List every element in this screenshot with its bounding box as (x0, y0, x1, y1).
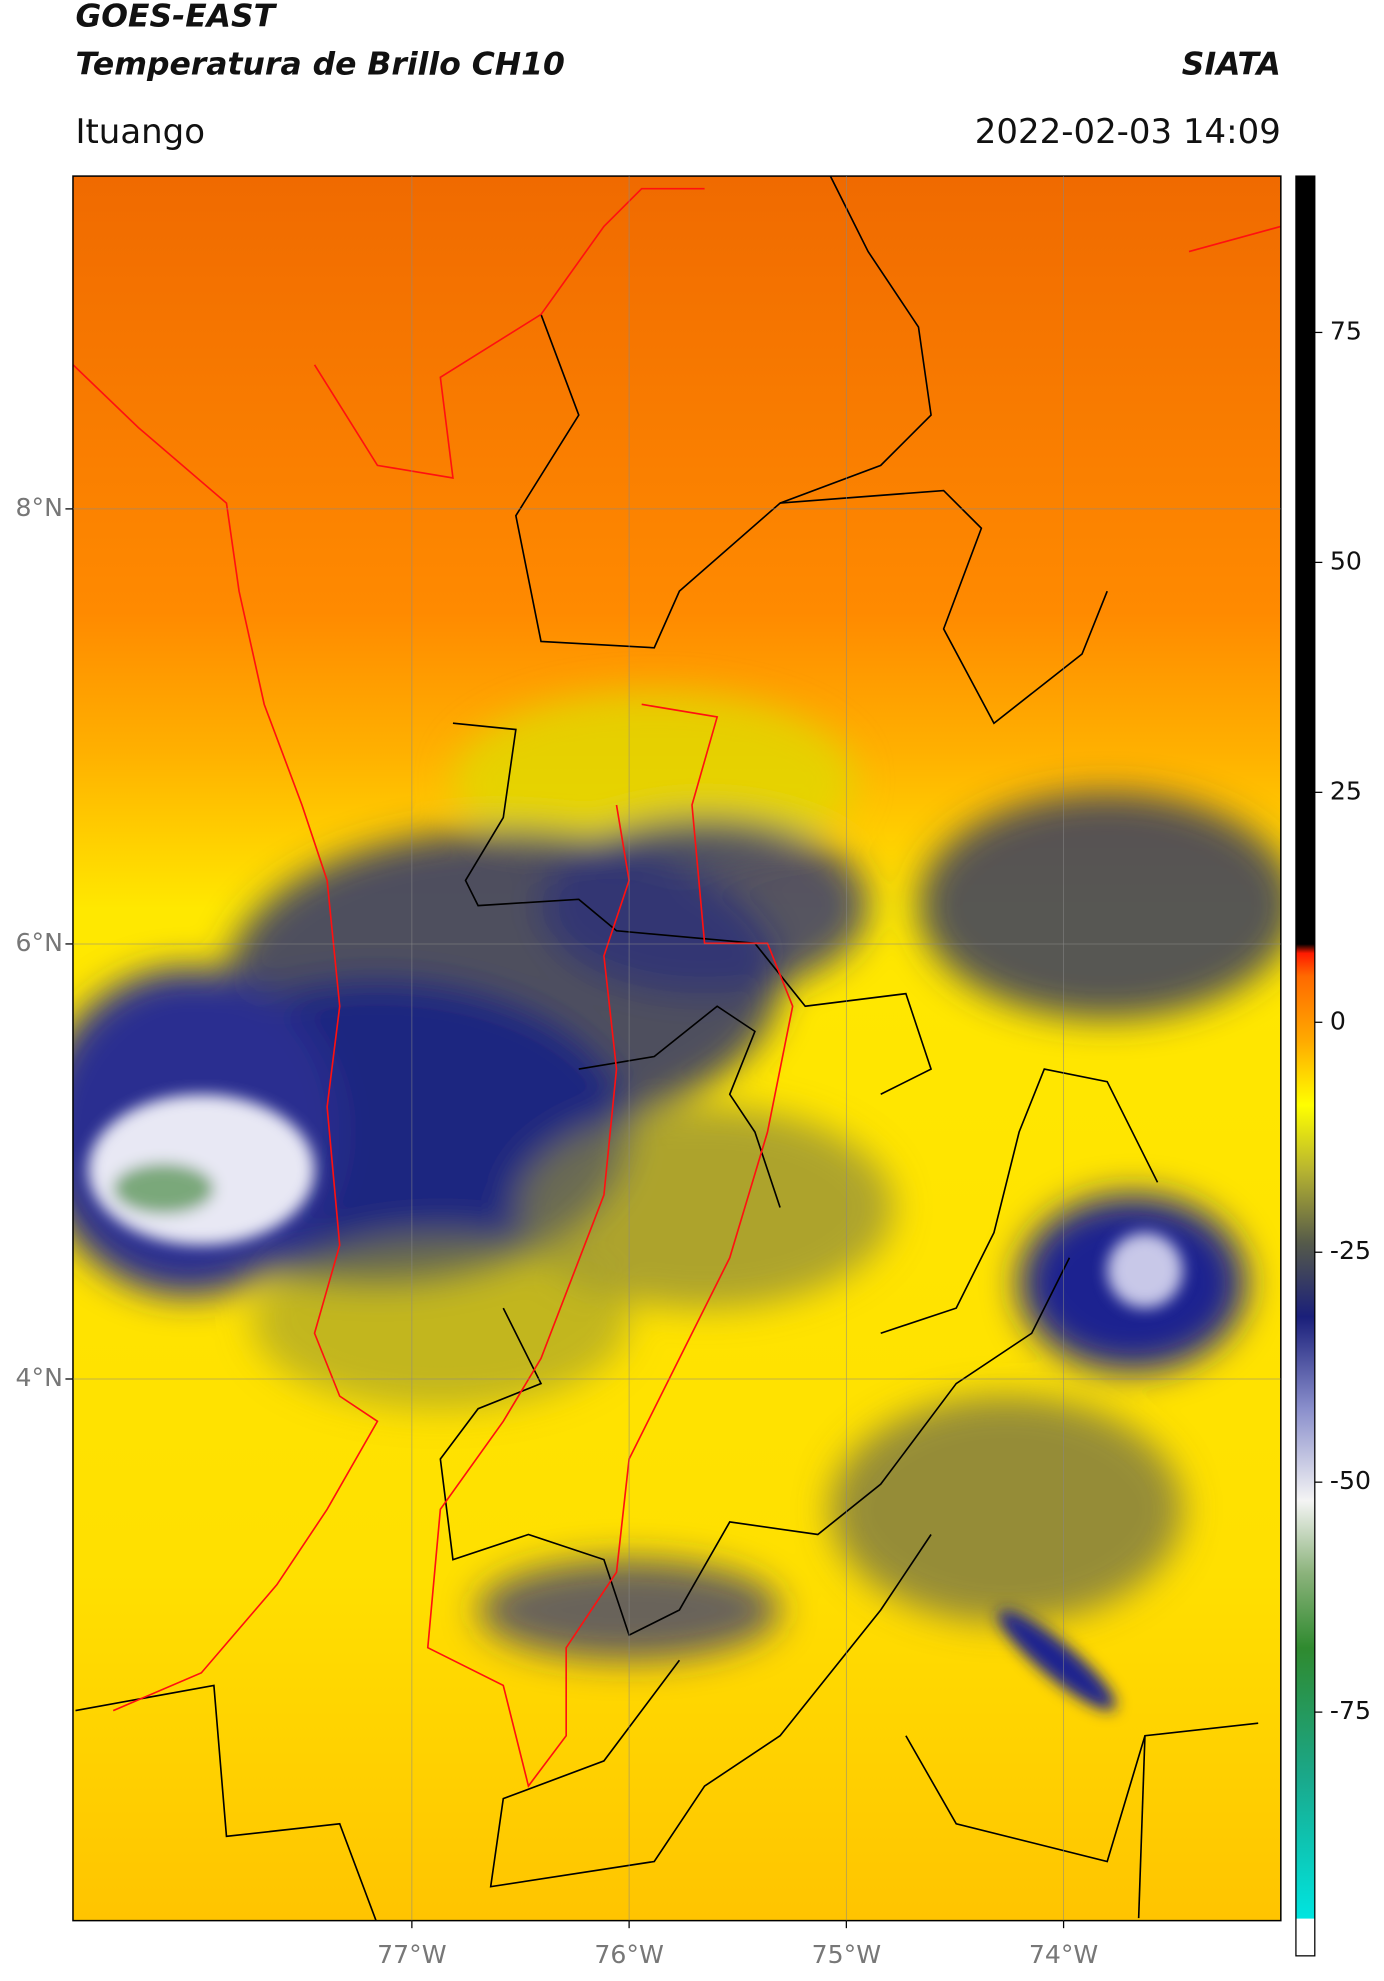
region: Ituango (75, 112, 205, 152)
colorbar (1295, 175, 1316, 1957)
x-tick-label: 77°W (377, 1940, 447, 1969)
x-tick-label: 74°W (1029, 1940, 1099, 1969)
colorbar-tick-label: -25 (1330, 1236, 1371, 1265)
source: SIATA (1182, 46, 1281, 82)
x-tick-label: 76°W (594, 1940, 664, 1969)
map-image (72, 176, 1281, 1921)
x-tick-label: 75°W (812, 1940, 882, 1969)
colorbar-tick-label: 0 (1330, 1006, 1346, 1035)
colorbar-tick-label: 25 (1330, 776, 1362, 805)
y-tick-label: 6°N (16, 928, 63, 957)
colorbar-tick-label: -50 (1330, 1466, 1371, 1495)
colorbar-tick-label: 75 (1330, 316, 1362, 345)
title: GOES-EAST (75, 0, 277, 35)
datetime: 2022-02-03 14:09 (975, 112, 1281, 152)
colorbar-tick-label: 50 (1330, 546, 1362, 575)
grid (72, 176, 1281, 1921)
y-tick-label: 4°N (16, 1363, 63, 1392)
subtitle: Temperatura de Brillo CH10 (75, 46, 564, 82)
colorbar-tick-label: -75 (1330, 1696, 1371, 1725)
y-tick-label: 8°N (16, 493, 63, 522)
map-frame (72, 175, 1282, 1922)
